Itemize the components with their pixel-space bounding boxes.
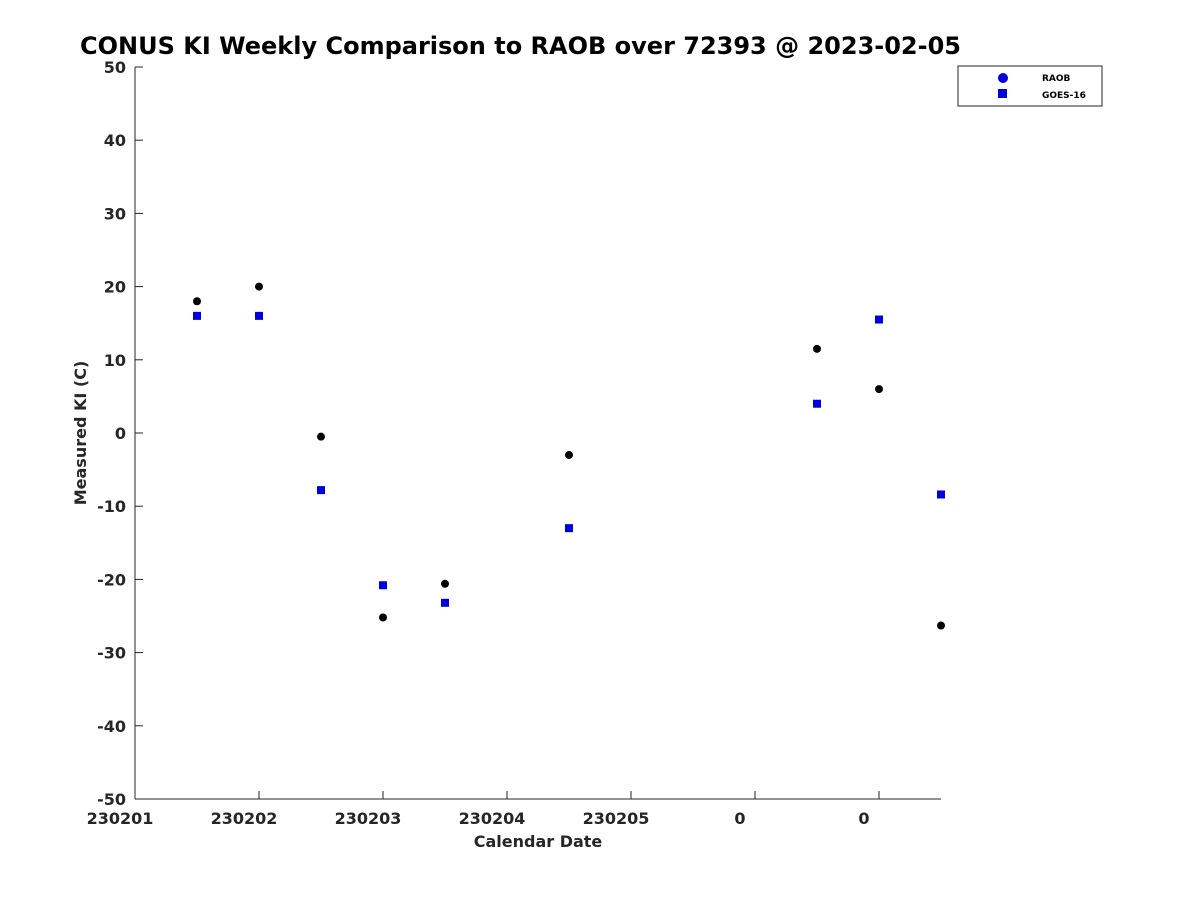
x-ticks: 230201 230202 230203 230204 230205 0 0 [87, 791, 880, 828]
legend-raob-label: RAOB [1042, 74, 1071, 84]
x-axis-label: Calendar Date [474, 832, 603, 851]
y-tick-label: 40 [104, 131, 126, 150]
x-tick-label: 230205 [583, 809, 650, 828]
legend-goes-16-marker [998, 89, 1007, 98]
y-tick-label: -30 [97, 644, 126, 663]
y-tick-label: -50 [97, 790, 126, 809]
chart-title: CONUS KI Weekly Comparison to RAOB over … [80, 32, 961, 60]
goes-16-point [441, 598, 449, 607]
x-tick-label: 230204 [459, 809, 526, 828]
y-axis-label: Measured KI (C) [71, 361, 90, 506]
x-tick-label: 230201 [87, 809, 154, 828]
legend-raob-marker [998, 73, 1008, 83]
x-tick-label: 230202 [211, 809, 278, 828]
raob-point [379, 613, 387, 622]
raob-point [441, 579, 449, 588]
raob-point [937, 621, 945, 630]
y-tick-label: 10 [104, 351, 126, 370]
legend-goes-16-label: GOES-16 [1042, 91, 1086, 101]
y-tick-label: 20 [104, 278, 126, 297]
goes-16-point [565, 524, 573, 533]
raob-point [317, 432, 325, 441]
axes [134, 67, 941, 800]
goes-16-point [875, 315, 883, 324]
data-points [193, 282, 945, 630]
legend-entry-raob: RAOB [998, 73, 1071, 84]
y-ticks: -50 -40 -30 -20 -10 0 10 20 30 40 50 [97, 58, 143, 809]
y-tick-label: -40 [97, 717, 126, 736]
y-tick-label: -10 [97, 497, 126, 516]
y-tick-label: 30 [104, 204, 126, 223]
goes-16-point [255, 311, 263, 320]
goes-16-point [317, 486, 325, 495]
x-tick-label: 230203 [335, 809, 402, 828]
x-tick-label: 0 [734, 809, 745, 828]
y-tick-label: 50 [104, 58, 126, 77]
raob-point [813, 344, 821, 353]
legend: RAOB GOES-16 [957, 65, 1103, 107]
legend-box [957, 65, 1103, 107]
y-tick-label: -20 [97, 570, 126, 589]
goes-16-point [813, 399, 821, 408]
goes-16-point [379, 581, 387, 590]
raob-point [193, 297, 201, 306]
goes-16-point [193, 311, 201, 320]
raob-point [875, 385, 883, 394]
raob-point [565, 450, 573, 459]
legend-entry-goes-16: GOES-16 [998, 89, 1086, 101]
goes-16-point [937, 490, 945, 499]
y-tick-label: 0 [115, 424, 126, 443]
raob-point [255, 282, 263, 291]
x-tick-label: 0 [858, 809, 869, 828]
